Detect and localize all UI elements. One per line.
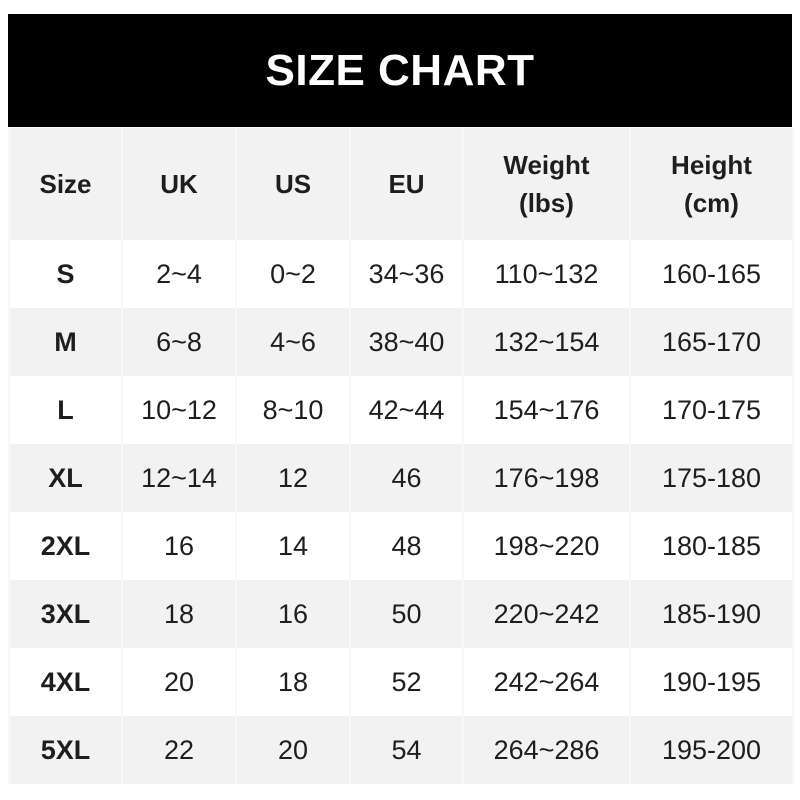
cell-uk: 10~12 [121,376,237,444]
cell-size: XL [8,444,123,512]
cell-size: 4XL [8,648,123,716]
cell-height: 180-185 [629,512,794,580]
cell-height: 170-175 [629,376,794,444]
cell-us: 8~10 [235,376,351,444]
column-header-size: Size [8,128,123,240]
cell-uk: 22 [121,716,237,784]
cell-us: 14 [235,512,351,580]
page-title: SIZE CHART [8,14,792,127]
cell-us: 4~6 [235,308,351,376]
cell-weight: 220~242 [462,580,631,648]
cell-us: 12 [235,444,351,512]
cell-weight: 176~198 [462,444,631,512]
cell-size: 2XL [8,512,123,580]
column-header-text: (lbs) [519,188,574,218]
cell-us: 20 [235,716,351,784]
header-row: Size UK US EU Weight (lbs) Height (cm) [8,128,794,240]
cell-height: 175-180 [629,444,794,512]
cell-eu: 54 [349,716,464,784]
cell-eu: 42~44 [349,376,464,444]
cell-weight: 154~176 [462,376,631,444]
column-header-uk: UK [121,128,237,240]
cell-uk: 2~4 [121,240,237,308]
column-header-text: (cm) [684,188,739,218]
cell-weight: 264~286 [462,716,631,784]
cell-size: M [8,308,123,376]
cell-eu: 50 [349,580,464,648]
cell-weight: 132~154 [462,308,631,376]
cell-weight: 110~132 [462,240,631,308]
table-row: XL 12~14 12 46 176~198 175-180 [8,444,794,512]
cell-height: 160-165 [629,240,794,308]
cell-height: 165-170 [629,308,794,376]
cell-eu: 46 [349,444,464,512]
cell-size: L [8,376,123,444]
table-row: L 10~12 8~10 42~44 154~176 170-175 [8,376,794,444]
cell-size: 3XL [8,580,123,648]
column-header-text: Height [671,150,752,180]
cell-height: 185-190 [629,580,794,648]
cell-size: S [8,240,123,308]
cell-us: 16 [235,580,351,648]
cell-uk: 16 [121,512,237,580]
table-row: M 6~8 4~6 38~40 132~154 165-170 [8,308,794,376]
table-row: 4XL 20 18 52 242~264 190-195 [8,648,794,716]
column-header-text: US [274,169,312,199]
cell-eu: 38~40 [349,308,464,376]
cell-weight: 198~220 [462,512,631,580]
cell-eu: 34~36 [349,240,464,308]
cell-uk: 6~8 [121,308,237,376]
cell-uk: 20 [121,648,237,716]
cell-size: 5XL [8,716,123,784]
size-chart-table: Size UK US EU Weight (lbs) Height (cm) S 2~4 0~2 3… [8,128,794,784]
cell-us: 18 [235,648,351,716]
table-row: 2XL 16 14 48 198~220 180-185 [8,512,794,580]
cell-weight: 242~264 [462,648,631,716]
cell-eu: 52 [349,648,464,716]
cell-eu: 48 [349,512,464,580]
column-header-weight: Weight (lbs) [462,128,631,240]
table-row: S 2~4 0~2 34~36 110~132 160-165 [8,240,794,308]
column-header-eu: EU [349,128,464,240]
cell-uk: 12~14 [121,444,237,512]
column-header-text: EU [388,169,425,199]
column-header-text: Size [39,169,92,199]
cell-height: 195-200 [629,716,794,784]
column-header-height: Height (cm) [629,128,794,240]
column-header-text: UK [160,169,198,199]
table-row: 3XL 18 16 50 220~242 185-190 [8,580,794,648]
cell-uk: 18 [121,580,237,648]
cell-us: 0~2 [235,240,351,308]
cell-height: 190-195 [629,648,794,716]
table-row: 5XL 22 20 54 264~286 195-200 [8,716,794,784]
column-header-us: US [235,128,351,240]
column-header-text: Weight [503,150,590,180]
